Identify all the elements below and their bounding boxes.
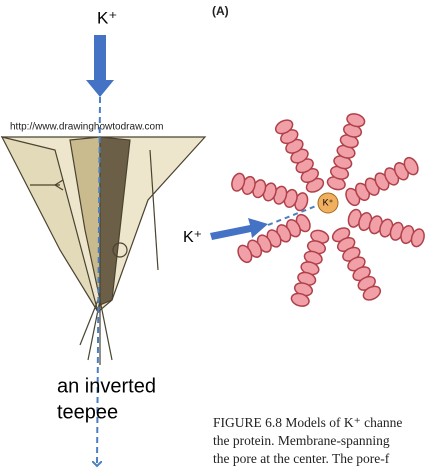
source-url: http://www.drawinghowtodraw.com (10, 122, 163, 133)
helix-turn (346, 113, 366, 128)
figure-caption-line: the protein. Membrane-spanning (213, 433, 390, 448)
pore-ion-label: K⁺ (323, 197, 334, 207)
helix-turn (237, 244, 253, 264)
helix-ring (231, 113, 425, 307)
helix-turn (231, 172, 246, 192)
down-arrow (86, 35, 114, 97)
caption-line: teepee (57, 401, 118, 423)
side-arrow (210, 218, 268, 240)
figure-caption-line: FIGURE 6.8 Models of K⁺ channe (213, 415, 402, 430)
panel-label: (A) (212, 4, 229, 18)
teepee-drawing (0, 136, 207, 365)
figure-caption-line: the pore at the center. The pore-f (213, 451, 390, 466)
helix-turn (274, 119, 294, 135)
ion-label: K⁺ (97, 8, 117, 27)
helix-turn (362, 285, 382, 301)
caption-line: an inverted (57, 375, 156, 397)
helix-turn (403, 156, 419, 176)
helix-turn (410, 228, 425, 248)
ion-label: K⁺ (183, 229, 202, 246)
potassium-ion (317, 192, 339, 214)
helix-turn (290, 292, 310, 307)
dashed-path (97, 96, 100, 466)
